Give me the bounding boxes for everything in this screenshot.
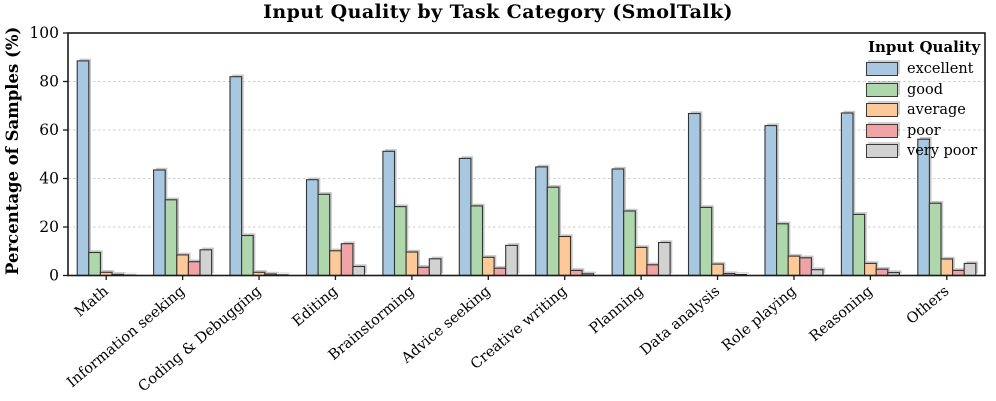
- bar-role-playing-excellent: [764, 125, 778, 277]
- legend-item-excellent: excellent: [866, 59, 980, 80]
- bar-coding-debugging-good: [241, 234, 254, 277]
- bar-math-excellent: [76, 60, 90, 277]
- x-tick-label-reasoning: Reasoning: [807, 283, 876, 345]
- legend-item-good: good: [866, 80, 980, 101]
- bar-information-seeking-poor: [187, 261, 201, 277]
- bar-reasoning-excellent: [840, 112, 854, 277]
- bar-information-seeking-excellent: [153, 169, 166, 277]
- bar-coding-debugging-excellent: [229, 76, 243, 277]
- legend-swatch-poor: [866, 123, 898, 138]
- bar-information-seeking-very-poor: [199, 249, 213, 277]
- bar-brainstorming-good: [393, 206, 407, 277]
- x-tick-label-math: Math: [72, 283, 112, 320]
- legend-swatch-excellent: [866, 62, 898, 77]
- bar-others-average: [940, 258, 954, 277]
- legend-label-poor: poor: [907, 122, 941, 139]
- x-tick-label-role-playing: Role playing: [719, 283, 799, 354]
- y-tick-label: 60: [39, 121, 59, 139]
- bar-advice-seeking-excellent: [458, 157, 472, 277]
- bar-brainstorming-excellent: [382, 150, 396, 277]
- bar-shadow: [125, 272, 138, 274]
- bar-shadow: [255, 270, 267, 274]
- y-tick-label: 100: [29, 24, 59, 42]
- legend: Input Quality excellent good average poo…: [866, 38, 980, 162]
- bar-reasoning-poor: [875, 268, 889, 277]
- bar-role-playing-very-poor: [810, 269, 824, 277]
- bar-planning-good: [623, 210, 636, 277]
- bar-brainstorming-poor: [417, 266, 430, 277]
- bar-role-playing-average: [787, 255, 801, 277]
- legend-item-average: average: [866, 100, 980, 121]
- bar-editing-excellent: [305, 179, 319, 277]
- bar-editing-good: [317, 193, 331, 277]
- bar-editing-very-poor: [352, 265, 366, 277]
- bar-planning-average: [634, 246, 648, 277]
- bar-reasoning-average: [864, 262, 877, 277]
- bar-information-seeking-average: [176, 254, 189, 277]
- legend-swatch-good: [866, 82, 898, 97]
- bar-shadow: [114, 272, 126, 274]
- bar-advice-seeking-very-poor: [505, 244, 518, 277]
- axes-spines: [67, 32, 986, 277]
- bar-shadow: [737, 272, 749, 274]
- legend-swatch-average: [866, 103, 898, 118]
- y-tick-label: 0: [49, 267, 59, 285]
- bar-role-playing-good: [776, 223, 789, 277]
- legend-label-very-poor: very poor: [907, 143, 978, 160]
- x-tick-label-coding-debugging: Coding & Debugging: [135, 283, 264, 395]
- legend-label-excellent: excellent: [907, 61, 974, 78]
- legend-label-average: average: [907, 102, 966, 119]
- x-tick-label-planning: Planning: [587, 283, 647, 337]
- y-tick-label: 80: [39, 73, 59, 91]
- y-tick-label: 40: [39, 170, 59, 188]
- bar-data-analysis-good: [699, 206, 713, 277]
- y-axis-label: Percentage of Samples (%): [3, 26, 22, 275]
- bar-math-good: [88, 251, 101, 277]
- chart-title: Input Quality by Task Category (SmolTalk…: [263, 1, 733, 23]
- bar-shadow: [584, 271, 596, 274]
- bar-advice-seeking-poor: [493, 267, 507, 277]
- bar-brainstorming-very-poor: [428, 258, 442, 277]
- bar-creative-writing-good: [546, 186, 560, 277]
- bar-role-playing-poor: [799, 257, 812, 277]
- bar-advice-seeking-good: [470, 205, 484, 277]
- bar-shadow: [890, 270, 902, 274]
- bar-shadow: [725, 271, 738, 274]
- legend-item-poor: poor: [866, 121, 980, 142]
- x-tick-label-others: Others: [904, 283, 953, 327]
- y-tick-label: 20: [39, 218, 59, 236]
- bar-planning-poor: [646, 264, 660, 277]
- bar-data-analysis-excellent: [687, 112, 701, 277]
- bar-others-very-poor: [963, 262, 977, 277]
- legend-label-good: good: [907, 81, 944, 98]
- bar-shadow: [267, 271, 279, 274]
- x-tick-label-editing: Editing: [290, 283, 341, 330]
- bar-editing-poor: [340, 243, 354, 277]
- bar-planning-excellent: [611, 168, 625, 277]
- bar-planning-very-poor: [657, 241, 671, 277]
- legend-swatch-very-poor: [866, 144, 898, 159]
- bar-data-analysis-average: [711, 263, 724, 277]
- bar-reasoning-good: [852, 213, 866, 277]
- legend-title: Input Quality: [868, 38, 981, 56]
- bar-information-seeking-good: [164, 199, 178, 277]
- bar-creative-writing-average: [558, 235, 572, 277]
- bar-advice-seeking-average: [481, 256, 495, 277]
- bar-creative-writing-excellent: [535, 166, 548, 277]
- bar-editing-average: [329, 250, 342, 277]
- bar-shadow: [278, 272, 291, 274]
- x-tick-label-data-analysis: Data analysis: [638, 283, 724, 358]
- bar-others-good: [928, 202, 942, 277]
- bar-shadow: [102, 270, 115, 274]
- bar-brainstorming-average: [405, 251, 419, 277]
- legend-item-very-poor: very poor: [866, 141, 980, 162]
